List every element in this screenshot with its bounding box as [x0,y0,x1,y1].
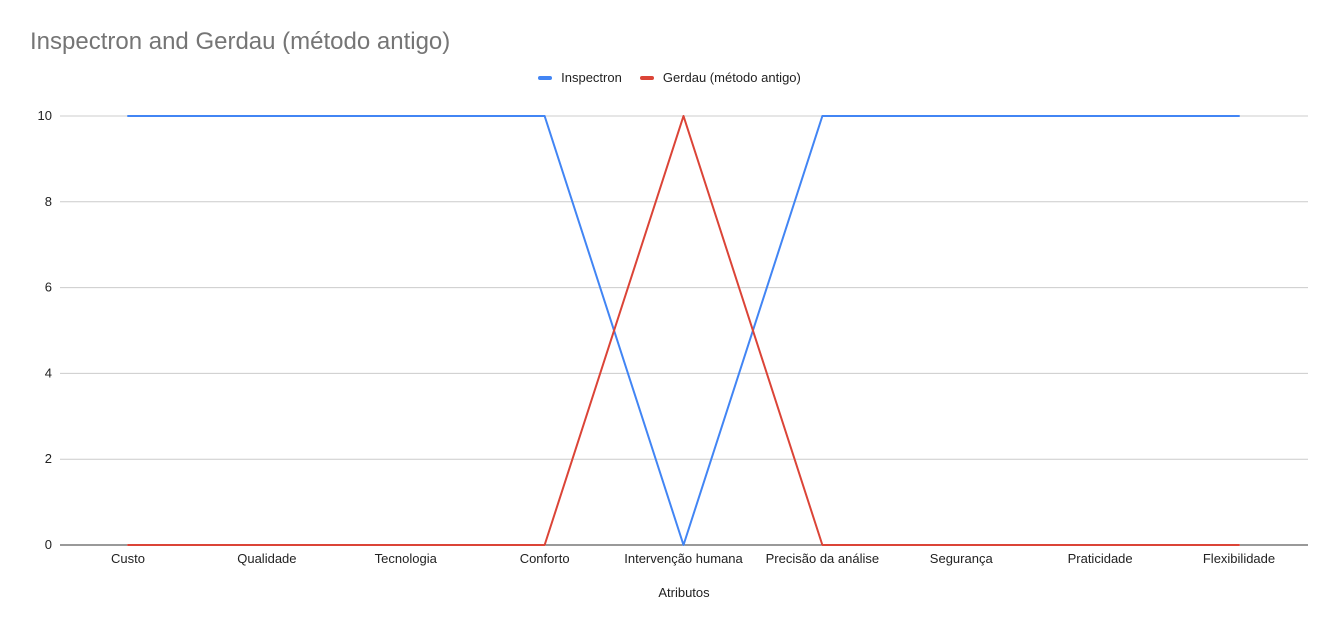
x-tick-label: Tecnologia [375,551,438,566]
y-tick-label: 4 [45,365,52,380]
series-line-1 [127,115,1240,546]
x-tick-label: Intervenção humana [624,551,743,566]
x-tick-label: Conforto [520,551,570,566]
x-tick-label: Segurança [930,551,994,566]
legend-swatch [538,75,553,80]
y-tick-label: 0 [45,537,52,552]
legend-item-2: Gerdau (método antigo) [639,70,801,85]
x-tick-label: Flexibilidade [1203,551,1275,566]
series-line-2 [127,115,1240,546]
x-tick-label: Praticidade [1068,551,1133,566]
legend-item-1: Inspectron [538,70,622,85]
y-tick-label: 6 [45,280,52,295]
y-tick-label: 10 [38,108,52,123]
chart-title: Inspectron and Gerdau (método antigo) [30,28,451,55]
legend: Inspectron Gerdau (método antigo) [0,70,1339,85]
legend-swatch [639,75,654,80]
x-tick-label: Custo [111,551,145,566]
y-tick-label: 2 [45,451,52,466]
x-tick-label: Precisão da análise [766,551,879,566]
x-axis-title: Atributos [658,585,710,600]
y-tick-label: 8 [45,194,52,209]
x-tick-label: Qualidade [237,551,296,566]
legend-label: Inspectron [561,70,622,85]
legend-label: Gerdau (método antigo) [662,70,801,85]
